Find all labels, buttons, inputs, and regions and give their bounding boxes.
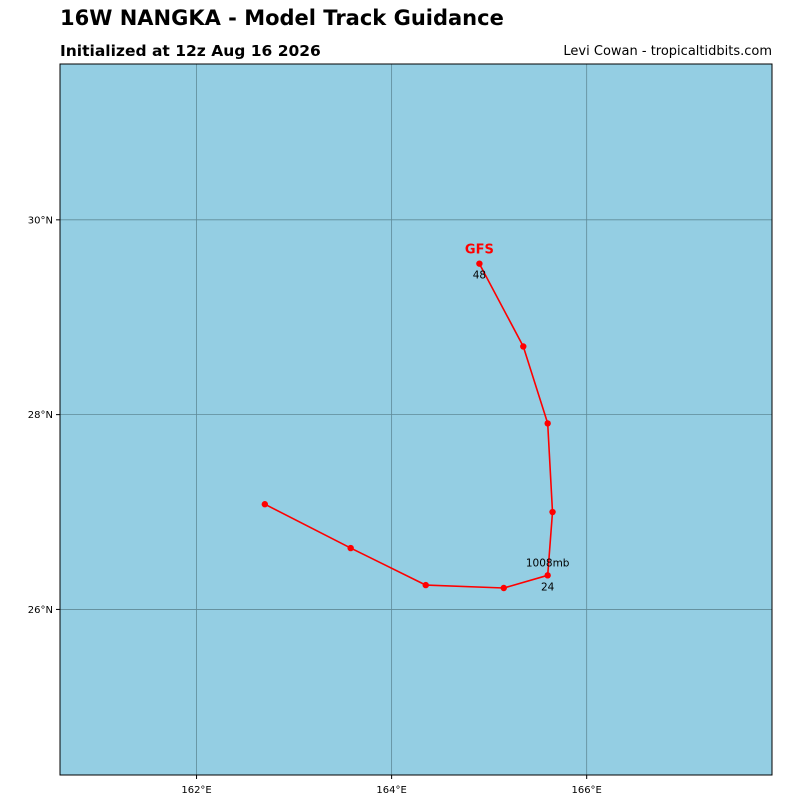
track-point xyxy=(476,260,483,267)
axis-ticks: 162°E 164°E 166°E 30°N 28°N 26°N xyxy=(28,215,602,796)
lat-tick-label: 30°N xyxy=(28,215,53,226)
ocean-background xyxy=(60,64,772,775)
chart-subtitle: Initialized at 12z Aug 16 2026 xyxy=(60,42,321,60)
credit-text: Levi Cowan - tropicaltidbits.com xyxy=(563,44,772,59)
model-name-label: GFS xyxy=(465,243,494,258)
track-point xyxy=(544,572,551,579)
track-point xyxy=(544,420,551,427)
lat-tick-label: 28°N xyxy=(28,410,53,421)
lon-tick-label: 162°E xyxy=(181,785,211,796)
grid-lines xyxy=(60,64,772,775)
track-point xyxy=(347,544,354,552)
pressure-label: 1008mb xyxy=(526,557,570,569)
lat-tick-label: 26°N xyxy=(28,605,53,616)
track-point xyxy=(261,501,269,508)
track-point xyxy=(520,343,527,350)
track-point xyxy=(500,584,507,592)
forecast-hour-label: 48 xyxy=(473,270,486,282)
map-frame xyxy=(59,63,773,776)
model-tracks: 24 1008mb 48 GFS xyxy=(261,243,570,593)
chart-title: 16W NANGKA - Model Track Guidance xyxy=(60,6,504,30)
lon-tick-label: 166°E xyxy=(571,785,601,796)
track-point xyxy=(422,581,429,589)
track-point xyxy=(549,508,556,516)
lon-tick-label: 164°E xyxy=(376,785,406,796)
forecast-hour-label: 24 xyxy=(541,581,555,593)
